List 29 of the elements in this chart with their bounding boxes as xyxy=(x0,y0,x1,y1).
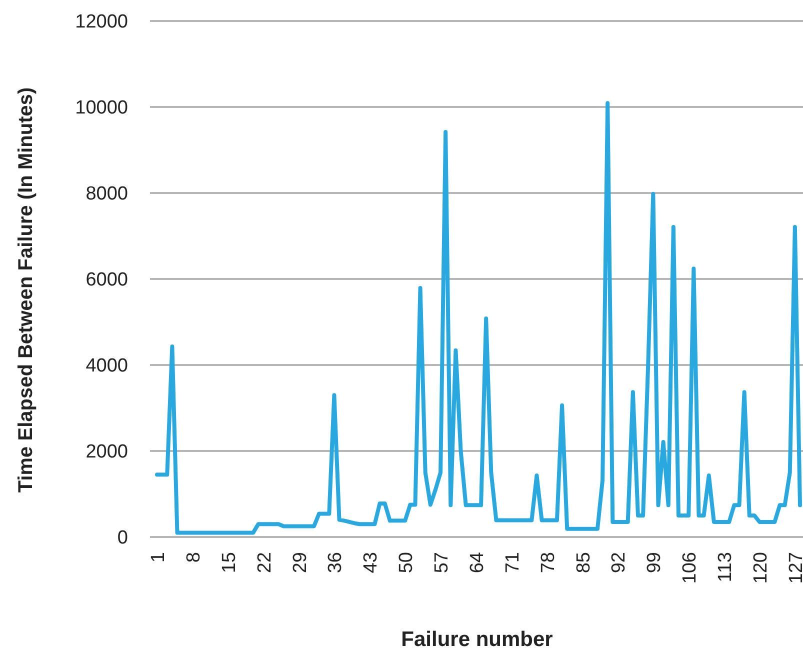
x-axis-title: Failure number xyxy=(401,628,553,651)
x-tick-label: 15 xyxy=(218,552,240,574)
x-tick-label: 99 xyxy=(644,552,666,574)
x-tick-label: 22 xyxy=(254,552,276,574)
y-tick-label: 6000 xyxy=(86,270,128,291)
x-tick-label: 113 xyxy=(715,552,736,582)
y-tick-label: 12000 xyxy=(75,12,128,33)
x-tick-label: 127 xyxy=(786,552,803,584)
y-tick-label: 0 xyxy=(117,528,128,549)
x-tick-label: 29 xyxy=(290,552,311,574)
y-tick-label: 8000 xyxy=(86,184,128,205)
x-tick-label: 64 xyxy=(466,552,488,574)
line-series xyxy=(155,101,802,535)
x-tick-label: 71 xyxy=(502,552,524,574)
x-tick-label: 8 xyxy=(183,552,204,563)
x-tick-label: 92 xyxy=(608,552,630,574)
y-tick-label: 10000 xyxy=(75,98,128,119)
x-tick-label: 36 xyxy=(325,552,346,574)
y-axis-title: Time Elapsed Between Failure (In Minutes) xyxy=(15,87,37,493)
y-tick-label: 4000 xyxy=(86,356,128,377)
y-tick-label: 2000 xyxy=(86,442,128,463)
x-tick-label: 50 xyxy=(396,552,418,574)
x-tick-label: 85 xyxy=(573,552,594,574)
x-tick-label: 120 xyxy=(750,552,772,584)
x-tick-label: 106 xyxy=(680,552,701,584)
x-tick-label: 78 xyxy=(538,552,559,574)
x-tick-label: 43 xyxy=(360,552,382,574)
x-tick-label: 1 xyxy=(148,552,169,563)
x-tick-label: 57 xyxy=(432,552,453,574)
